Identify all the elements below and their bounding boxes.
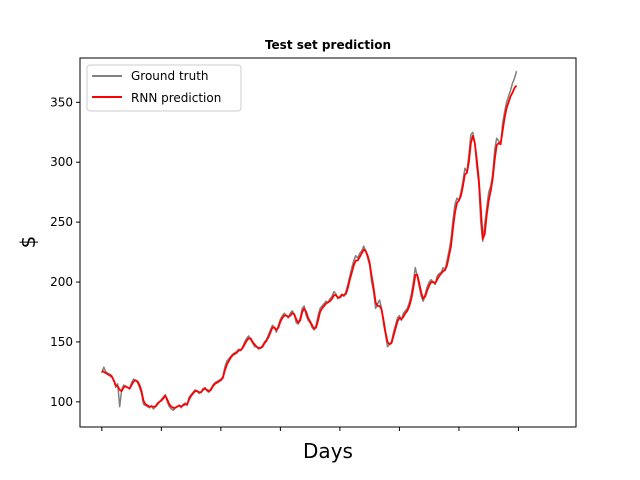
series-line-rnn-prediction — [101, 84, 518, 409]
x-axis — [101, 427, 519, 431]
chart-title: Test set prediction — [265, 38, 391, 52]
y-axis: 100 150 200 250 300 350 — [50, 95, 80, 409]
x-axis-label: Days — [303, 439, 353, 463]
legend-label-ground-truth: Ground truth — [131, 69, 209, 83]
legend: Ground truth RNN prediction — [86, 64, 242, 112]
plot-frame — [79, 57, 577, 428]
y-tick-label: 300 — [50, 155, 73, 169]
y-tick-label: 350 — [50, 95, 73, 109]
y-axis-label: $ — [16, 236, 40, 249]
legend-box — [86, 64, 242, 112]
plot-lines — [101, 70, 518, 411]
legend-label-rnn-prediction: RNN prediction — [131, 91, 221, 105]
y-tick-label: 200 — [50, 275, 73, 289]
series-line-ground-truth — [101, 70, 518, 411]
y-tick-label: 100 — [50, 395, 73, 409]
y-tick-label: 250 — [50, 215, 73, 229]
y-tick-label: 150 — [50, 335, 73, 349]
